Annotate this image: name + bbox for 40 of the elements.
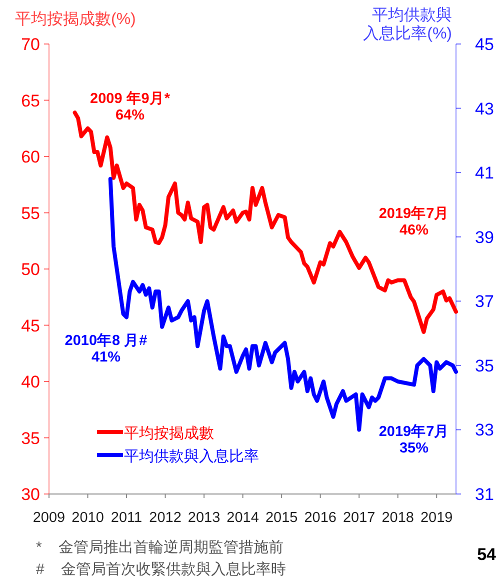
y2-tick-label: 35 [475, 356, 494, 376]
y2-tick-label: 39 [475, 228, 494, 247]
x-tick-label: 2016 [304, 510, 336, 526]
x-tick-label: 2017 [342, 510, 376, 526]
y2-axis-title: 平均供款與入息比率(%) [363, 6, 452, 42]
y2-tick-label: 41 [475, 164, 494, 183]
y-axis-title: 平均按揭成數(%) [15, 10, 136, 28]
annotation: 2019年7月 35% [378, 423, 450, 457]
text: 54 [477, 545, 497, 564]
y-tick-label: 65 [21, 91, 40, 110]
y-tick-label: 70 [21, 35, 40, 54]
legend-label: 平均按揭成數 [124, 425, 214, 442]
text: # 金管局首次收緊供款與入息比率時 [36, 561, 286, 576]
y-tick-label: 35 [21, 428, 40, 448]
y2-tick-label: 43 [475, 99, 494, 118]
y-tick-label: 30 [21, 485, 40, 504]
y2-tick-label: 33 [475, 420, 494, 440]
y-tick-label: 45 [21, 316, 40, 336]
annotation: 2009 年9月* 64% [90, 90, 170, 124]
y-tick-label: 60 [21, 148, 40, 166]
line-series [72, 110, 458, 334]
legend-label: 平均供款與入息比率 [124, 448, 259, 465]
x-tick-label: 2018 [382, 510, 414, 526]
x-tick-label: 2013 [188, 510, 220, 526]
x-tick-label: 2015 [265, 510, 298, 526]
y2-tick-label: 37 [475, 292, 494, 312]
y-tick-label: 50 [21, 260, 40, 279]
y-tick-label: 40 [21, 372, 40, 392]
x-tick-label: 2010 [72, 510, 104, 526]
x-tick-label: 2014 [226, 510, 259, 526]
annotation: 2019年7月 46% [378, 205, 450, 239]
x-tick-label: 2012 [149, 510, 182, 526]
annotation: 2010年8 月# 41% [64, 332, 148, 366]
x-tick-label: 2009 [32, 510, 66, 526]
text: * 金管局推出首輪逆周期監管措施前 [36, 539, 284, 556]
x-tick-label: 2019 [420, 510, 453, 526]
y2-tick-label: 31 [475, 485, 494, 504]
y2-tick-label: 45 [475, 35, 494, 54]
y-tick-label: 55 [21, 204, 40, 223]
x-tick-label: 2011 [110, 510, 142, 526]
